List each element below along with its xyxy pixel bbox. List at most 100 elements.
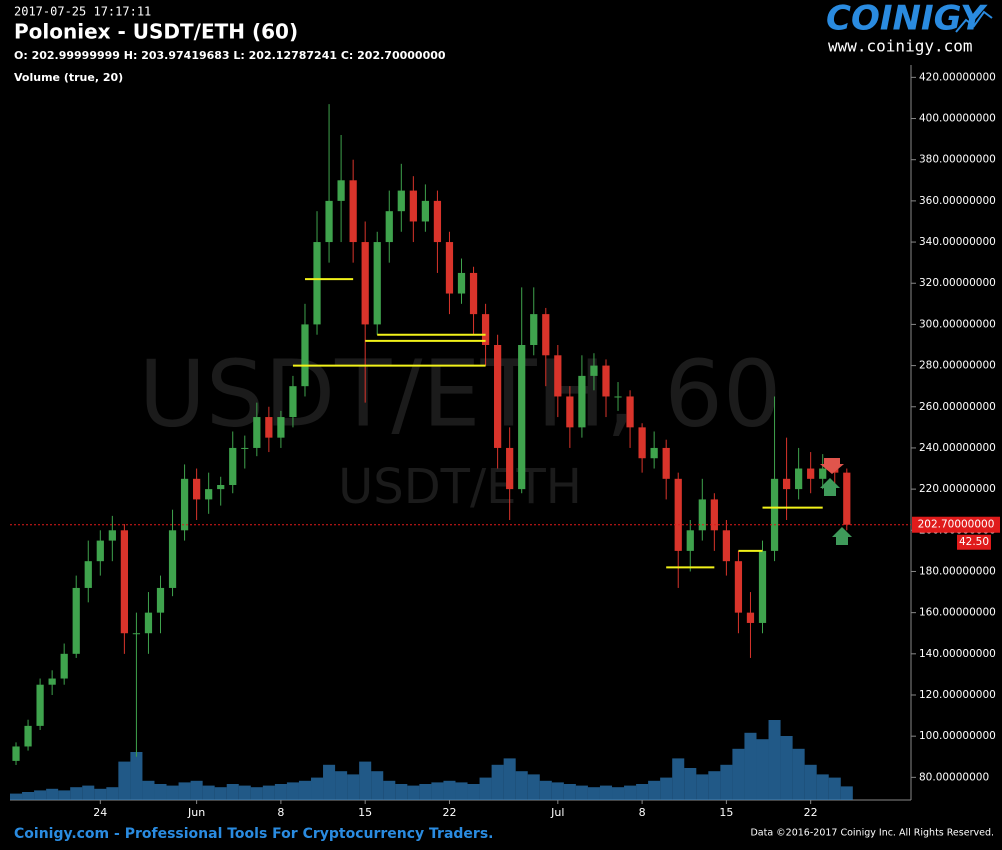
candle-body [602, 365, 610, 397]
candle-body [457, 272, 466, 294]
y-tick-label: 340.00000000 [919, 236, 996, 248]
candle-body [445, 242, 454, 294]
volume-bar [154, 784, 167, 800]
x-tick-label: 15 [358, 806, 372, 819]
volume-bar [612, 787, 625, 800]
last-volume-label: 42.50 [959, 536, 989, 548]
candle-body [349, 180, 357, 243]
candle-body [686, 530, 694, 551]
volume-bar [636, 784, 649, 800]
candle-body [638, 427, 646, 459]
y-tick-label: 320.00000000 [919, 277, 996, 289]
candle-body [361, 242, 369, 325]
y-tick-label: 100.00000000 [919, 730, 996, 742]
candle-body [217, 485, 225, 490]
volume-bar [419, 784, 432, 800]
candle-body [72, 587, 80, 654]
y-tick-label: 140.00000000 [919, 648, 996, 660]
candle-body [265, 417, 273, 438]
candle-body [168, 530, 177, 588]
x-tick-label: 22 [442, 806, 456, 819]
volume-bar [491, 764, 504, 800]
volume-bar [407, 785, 420, 800]
volume-bar [828, 777, 841, 800]
candle-body [253, 417, 261, 448]
candle-body [494, 345, 502, 448]
candle-body [770, 478, 779, 551]
x-tick-label: Jul [550, 806, 564, 819]
x-tick-label: 8 [277, 806, 284, 819]
candle-body [554, 355, 562, 397]
volume-bar [479, 777, 492, 800]
candle-body [132, 633, 141, 635]
volume-bar [539, 780, 552, 800]
volume-bar [768, 720, 781, 800]
volume-bar [720, 764, 733, 800]
candle-body [710, 499, 718, 531]
candle-body [108, 530, 116, 541]
candle-body [758, 550, 767, 623]
candle-body [241, 447, 249, 449]
volume-bar [587, 787, 600, 800]
candle-body [337, 180, 345, 201]
volume-bar [563, 784, 576, 800]
candle-body [433, 200, 442, 243]
volume-bar [166, 785, 179, 800]
volume-bar [214, 787, 227, 800]
y-tick-label: 80.00000000 [919, 771, 989, 783]
volume-bar [238, 785, 251, 800]
volume-bar [840, 786, 853, 800]
volume-bar [22, 792, 35, 800]
y-tick-label: 180.00000000 [919, 565, 996, 577]
volume-bar [792, 748, 805, 800]
volume-bar [178, 782, 191, 800]
volume-bar [34, 790, 47, 800]
candle-body [566, 396, 574, 428]
candle-body [96, 540, 104, 562]
volume-bar [467, 784, 480, 800]
volume-bar [286, 782, 299, 800]
candle-body [421, 200, 429, 222]
candle-body [819, 468, 827, 479]
candle-body [650, 447, 658, 459]
candle-body [722, 530, 730, 562]
volume-bar [46, 788, 59, 800]
volume-bar [660, 777, 673, 800]
ohlc: O: 202.99999999 H: 203.97419683 L: 202.1… [14, 49, 446, 62]
volume-bar [575, 785, 588, 800]
volume-bar [10, 793, 23, 800]
footer-left: Coinigy.com - Professional Tools For Cry… [14, 826, 493, 842]
logo-url: www.coinigy.com [828, 37, 973, 56]
watermark-sub: USDT/ETH [338, 459, 582, 515]
volume-bar [359, 761, 372, 800]
candle-body [60, 653, 68, 679]
candle-body [506, 447, 514, 490]
candle-body [542, 314, 550, 356]
candle-body [12, 746, 20, 761]
candle-body [409, 190, 417, 222]
volume-bar [130, 752, 143, 800]
candle-body [746, 612, 755, 623]
y-tick-label: 360.00000000 [919, 195, 996, 207]
x-tick-label: 22 [804, 806, 818, 819]
x-tick-label: 24 [93, 806, 107, 819]
volume-bar [347, 774, 360, 800]
candle-body [229, 447, 237, 485]
volume-bar [455, 782, 468, 800]
volume-bar [70, 787, 83, 800]
candle-body [289, 386, 297, 418]
plot: 80.00000000 100.00000000 120.00000000 140.0… [10, 65, 1000, 819]
volume-bar [274, 784, 287, 800]
candle-body [24, 725, 32, 747]
x-tick-label: 15 [719, 806, 733, 819]
candle-body [193, 478, 201, 500]
candle-body [807, 468, 815, 479]
candle-body [481, 314, 490, 345]
volume-bar [648, 780, 661, 800]
candle-body [120, 530, 128, 634]
volume-bar [804, 764, 817, 800]
candle-body [373, 242, 381, 325]
y-tick-label: 160.00000000 [919, 607, 996, 619]
